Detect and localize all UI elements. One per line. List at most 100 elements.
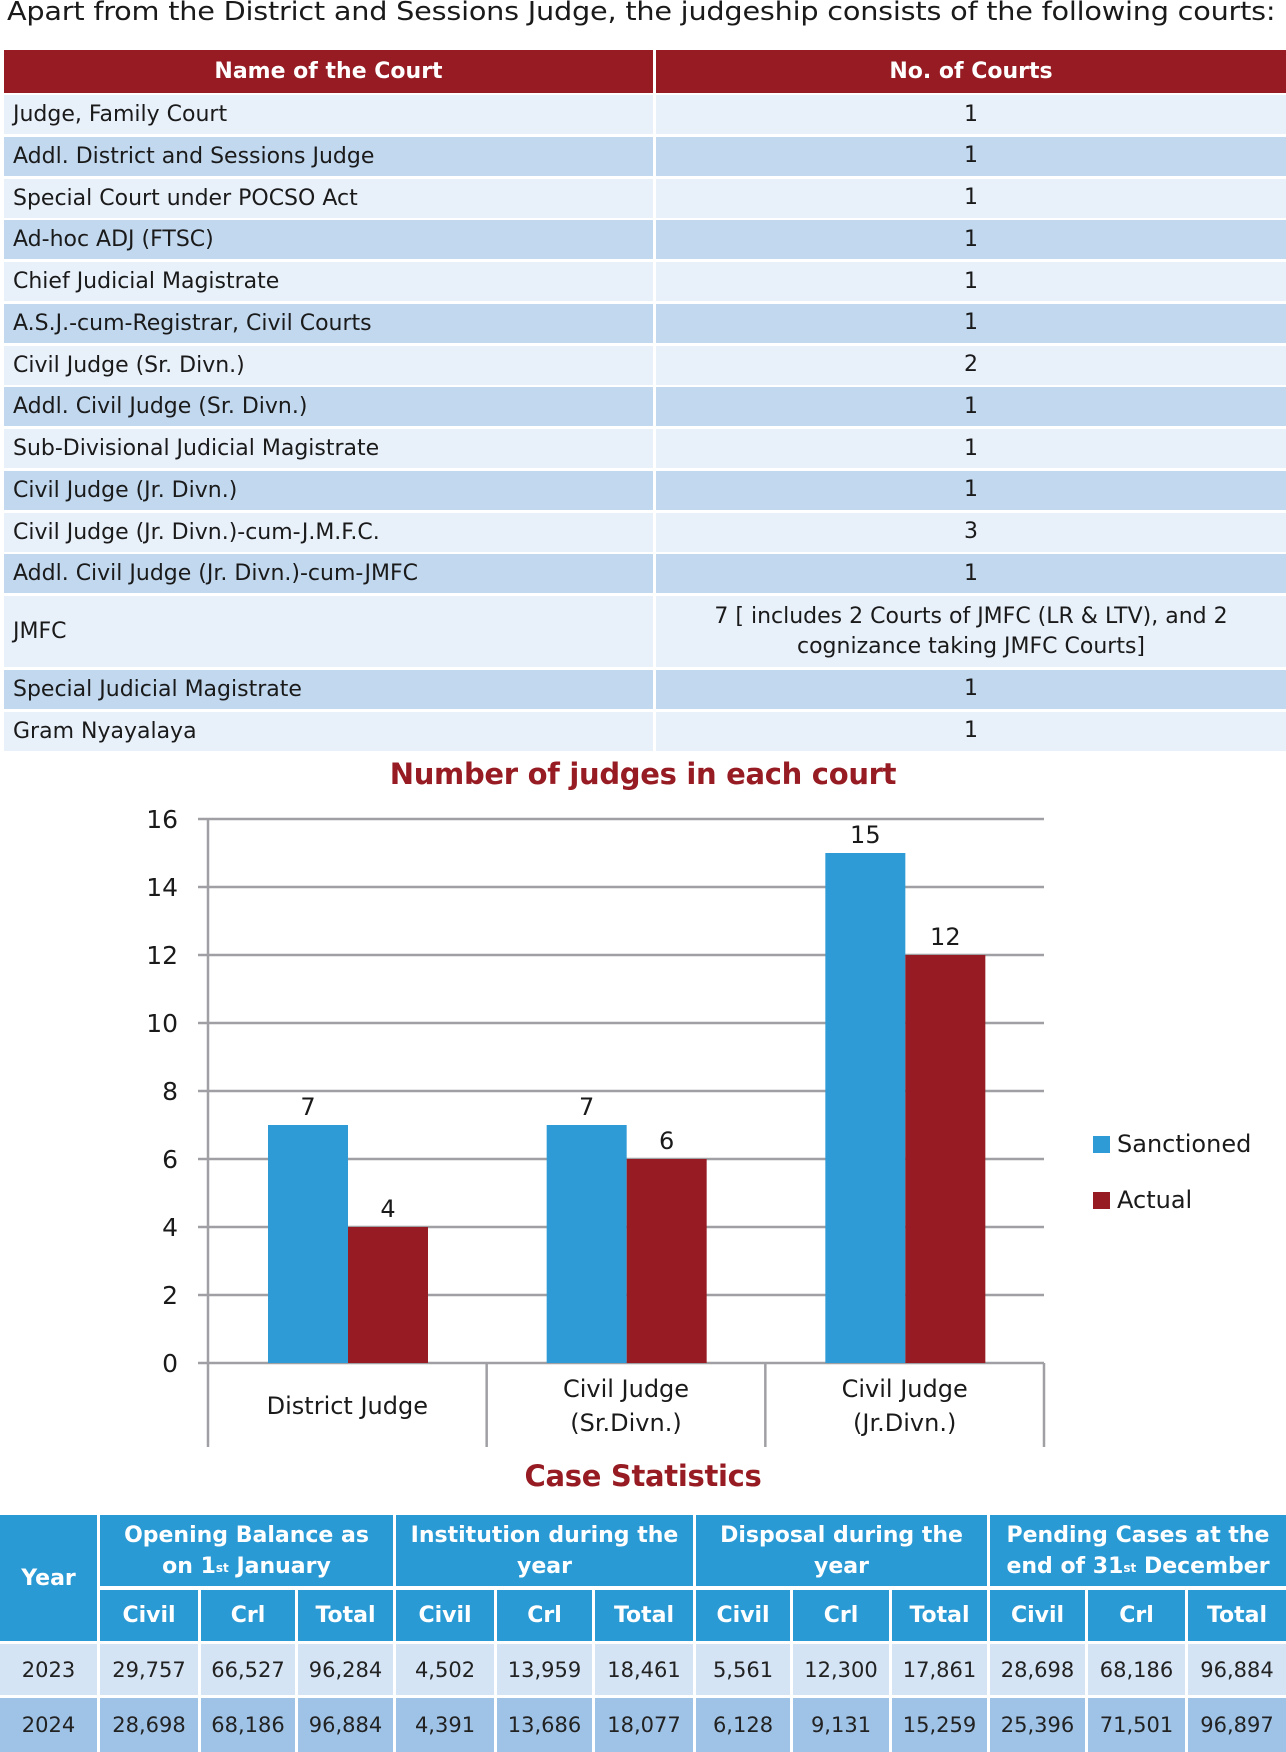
data-label: 12 — [930, 923, 961, 951]
court-row: Judge, Family Court 1 — [4, 95, 1286, 134]
court-count: 1 — [656, 262, 1286, 301]
stat-value: 71,501 — [1088, 1698, 1185, 1752]
data-label: 7 — [579, 1093, 594, 1121]
court-row: Civil Judge (Sr. Divn.) 2 — [4, 345, 1286, 385]
stat-value: 66,527 — [201, 1644, 295, 1695]
court-row: Ad-hoc ADJ (FTSC) 1 — [4, 220, 1286, 260]
court-row: Civil Judge (Jr. Divn.)-cum-J.M.F.C. 3 — [4, 512, 1286, 552]
legend-swatch-sanctioned — [1093, 1136, 1110, 1153]
legend-label-sanctioned: Sanctioned — [1117, 1130, 1251, 1158]
x-category-label: (Sr.Divn.) — [570, 1409, 681, 1437]
sub-header: Civil — [396, 1590, 494, 1641]
y-tick-label: 4 — [162, 1213, 178, 1242]
stat-value: 4,502 — [396, 1644, 494, 1695]
sub-header: Crl — [201, 1590, 295, 1641]
court-count: 1 — [656, 711, 1286, 751]
court-name: Chief Judicial Magistrate — [4, 262, 653, 301]
stat-value: 18,077 — [595, 1698, 693, 1752]
year-header: Year — [0, 1515, 97, 1641]
group-title-tail: January — [228, 1553, 331, 1579]
stat-value: 96,884 — [298, 1698, 393, 1752]
court-name: Civil Judge (Jr. Divn.) — [4, 470, 653, 510]
group-title: Disposal during the year — [720, 1522, 963, 1579]
court-count: 1 — [656, 220, 1286, 260]
court-count: 1 — [656, 95, 1286, 134]
stat-value: 15,259 — [892, 1698, 987, 1752]
stat-value: 4,391 — [396, 1698, 494, 1752]
group-title: Pending Cases at the end of 31 — [1006, 1522, 1270, 1579]
header-court-count: No. of Courts — [656, 50, 1286, 93]
header-court-name: Name of the Court — [4, 50, 653, 93]
x-category-label: Civil Judge — [842, 1375, 968, 1403]
court-row: Addl. District and Sessions Judge 1 — [4, 136, 1286, 176]
group-header-text: Opening Balance as on 1st January — [114, 1520, 379, 1582]
court-row: Special Judicial Magistrate 1 — [4, 669, 1286, 709]
sub-header: Crl — [793, 1590, 889, 1641]
group-header: Pending Cases at the end of 31st Decembe… — [990, 1515, 1286, 1586]
sub-header: Civil — [990, 1590, 1085, 1641]
bar-actual — [905, 955, 986, 1363]
x-category-label: (Jr.Divn.) — [853, 1409, 956, 1437]
y-tick-label: 8 — [162, 1077, 178, 1106]
group-header: Opening Balance as on 1st January — [100, 1515, 393, 1586]
group-title: Opening Balance as on 1 — [124, 1522, 369, 1579]
y-tick-label: 0 — [162, 1349, 178, 1378]
sub-header: Total — [1188, 1590, 1286, 1641]
court-name: Addl. Civil Judge (Sr. Divn.) — [4, 387, 653, 427]
data-label: 6 — [659, 1127, 674, 1155]
legend-label-actual: Actual — [1117, 1186, 1192, 1214]
court-count: 1 — [656, 429, 1286, 468]
group-header: Institution during the year — [396, 1515, 693, 1586]
court-count: 1 — [656, 303, 1286, 343]
court-count: 2 — [656, 345, 1286, 385]
chart-title: Number of judges in each court — [389, 757, 897, 791]
bar-sanctioned — [268, 1125, 348, 1363]
court-count: 3 — [656, 512, 1286, 552]
court-name: JMFC — [4, 596, 653, 667]
court-name: Ad-hoc ADJ (FTSC) — [4, 220, 653, 260]
x-category-label: District Judge — [267, 1392, 428, 1420]
judges-bar-chart: 0 2 4 6 8 10 12 14 16 7 7 15 4 6 12 District Judge Civil… — [146, 805, 1251, 1447]
y-tick-label: 14 — [146, 873, 178, 902]
stat-value: 96,884 — [1188, 1644, 1286, 1695]
court-row: JMFC 7 [ includes 2 Courts of JMFC (LR & … — [4, 596, 1286, 667]
bar-actual — [348, 1227, 428, 1363]
court-count: 7 [ includes 2 Courts of JMFC (LR & LTV)… — [656, 596, 1286, 667]
case-statistics-table: Year Opening Balance as on 1st January Civ… — [0, 1515, 1286, 1752]
stat-value: 12,300 — [793, 1644, 889, 1695]
stat-value: 29,757 — [100, 1644, 198, 1695]
stat-value: 5,561 — [696, 1644, 790, 1695]
court-count: 1 — [656, 554, 1286, 594]
court-row: Civil Judge (Jr. Divn.) 1 — [4, 470, 1286, 510]
court-name: Judge, Family Court — [4, 95, 653, 134]
group-header-text: Institution during the year — [410, 1520, 679, 1582]
group-title-superscript: st — [1123, 1560, 1137, 1575]
y-tick-label: 2 — [162, 1281, 178, 1310]
group-title-tail: December — [1136, 1553, 1270, 1579]
sub-header: Total — [595, 1590, 693, 1641]
group-header-text: Pending Cases at the end of 31st Decembe… — [1004, 1520, 1272, 1582]
court-name: A.S.J.-cum-Registrar, Civil Courts — [4, 303, 653, 343]
bar-sanctioned — [825, 853, 906, 1363]
stat-value: 25,396 — [990, 1698, 1085, 1752]
court-row: Gram Nyayalaya 1 — [4, 711, 1286, 751]
group-title: Institution during the year — [410, 1522, 679, 1579]
y-tick-label: 10 — [146, 1009, 178, 1038]
intro-text: Apart from the District and Sessions Jud… — [7, 0, 1276, 27]
stat-value: 6,128 — [696, 1698, 790, 1752]
stat-value: 96,897 — [1188, 1698, 1286, 1752]
court-row: Sub-Divisional Judicial Magistrate 1 — [4, 429, 1286, 468]
year-cell: 2024 — [0, 1698, 97, 1752]
sub-header: Total — [892, 1590, 987, 1641]
court-name: Special Judicial Magistrate — [4, 669, 653, 709]
court-name: Addl. Civil Judge (Jr. Divn.)-cum-JMFC — [4, 554, 653, 594]
court-name: Addl. District and Sessions Judge — [4, 136, 653, 176]
data-label: 4 — [380, 1195, 395, 1223]
court-row: Chief Judicial Magistrate 1 — [4, 262, 1286, 301]
court-name: Civil Judge (Jr. Divn.)-cum-J.M.F.C. — [4, 512, 653, 552]
court-name: Special Court under POCSO Act — [4, 178, 653, 218]
stat-value: 13,686 — [497, 1698, 592, 1752]
court-count: 1 — [656, 178, 1286, 218]
legend-swatch-actual — [1093, 1192, 1110, 1209]
stat-value: 68,186 — [201, 1698, 295, 1752]
